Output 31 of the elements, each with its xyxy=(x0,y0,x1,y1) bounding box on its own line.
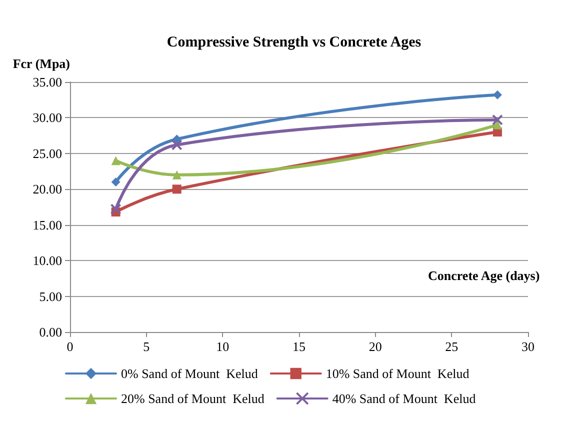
x-tick-label: 20 xyxy=(368,339,382,354)
point xyxy=(492,114,503,126)
legend-label: 10% Sand of Mount Kelud xyxy=(326,366,470,381)
point xyxy=(171,139,182,150)
x-tick-label: 0 xyxy=(66,339,74,354)
x-tick-label: 30 xyxy=(522,339,534,354)
point xyxy=(172,134,182,144)
x-tick-label: 15 xyxy=(292,339,306,354)
y-tick-label: 25.00 xyxy=(32,146,62,161)
x-tick-label: 5 xyxy=(143,339,150,354)
x-tick-label: 25 xyxy=(445,339,458,354)
y-tick-label: 0.00 xyxy=(39,324,62,340)
legend-label: 20% Sand of Mount Kelud xyxy=(121,391,265,406)
x-tick-label: 10 xyxy=(216,339,230,354)
y-tick-label: 10.00 xyxy=(32,253,62,268)
legend-label: 0% Sand of Mount Kelud xyxy=(121,366,258,381)
point xyxy=(172,184,182,194)
point xyxy=(110,204,122,215)
legend-label: 40% Sand of Mount Kelud xyxy=(332,391,476,406)
chart-title: Compressive Strength vs Concrete Ages xyxy=(166,34,422,50)
y-tick-label: 20.00 xyxy=(32,182,62,197)
point xyxy=(172,170,182,180)
x-axis-title: Concrete Age (days) xyxy=(428,268,540,283)
y-tick-label: 30.00 xyxy=(32,110,62,126)
y-axis-title: Fcr (Mpa) xyxy=(12,56,70,71)
point xyxy=(492,120,502,130)
point xyxy=(111,178,120,186)
point xyxy=(111,156,120,166)
y-tick-label: 15.00 xyxy=(32,217,62,232)
y-tick-label: 5.00 xyxy=(39,288,62,304)
y-tick-label: 35.00 xyxy=(32,74,62,90)
